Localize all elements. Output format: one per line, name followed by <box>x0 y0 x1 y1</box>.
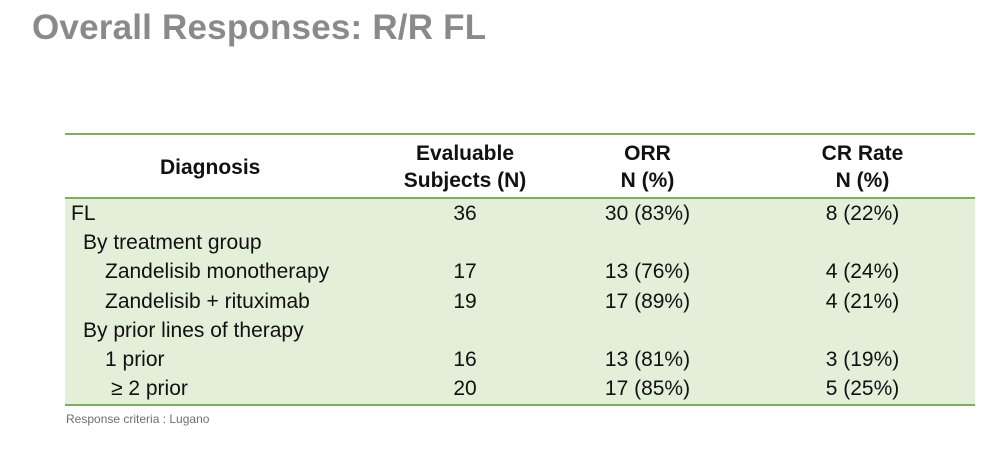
table-row: By prior lines of therapy <box>65 316 975 346</box>
table-header: Diagnosis Evaluable Subjects (N) ORR N (… <box>65 134 975 198</box>
row-orr: 13 (76%) <box>604 260 691 284</box>
row-orr: 13 (81%) <box>604 348 691 372</box>
row-subjects <box>385 316 545 345</box>
header-orr-line2: N (%) <box>620 169 675 192</box>
row-cr: 3 (19%) <box>825 348 900 372</box>
row-cr <box>750 228 975 257</box>
header-cr-line2: N (%) <box>835 169 890 192</box>
row-cr <box>750 316 975 345</box>
table-row: 1 prior 16 13 (81%) 3 (19%) <box>65 345 975 375</box>
row-cr: 4 (24%) <box>825 260 900 284</box>
table-row: FL 36 30 (83%) 8 (22%) <box>65 198 975 229</box>
row-cr: 5 (25%) <box>825 377 900 401</box>
row-subjects: 36 <box>453 201 477 225</box>
row-label: By treatment group <box>83 230 262 254</box>
header-evaluable-subjects: Evaluable Subjects (N) <box>385 134 545 198</box>
row-label: 1 prior <box>105 348 165 372</box>
row-subjects: 16 <box>453 348 477 372</box>
row-orr: 17 (85%) <box>604 377 691 401</box>
row-label: ≥ 2 prior <box>111 377 188 401</box>
response-table: Diagnosis Evaluable Subjects (N) ORR N (… <box>65 133 975 406</box>
row-subjects: 17 <box>453 260 477 284</box>
row-orr: 17 (89%) <box>604 289 691 313</box>
table-row: By treatment group <box>65 228 975 258</box>
row-orr <box>545 228 750 257</box>
row-label: FL <box>71 201 96 225</box>
table-row: Zandelisib + rituximab 19 17 (89%) 4 (21… <box>65 286 975 317</box>
header-diagnosis: Diagnosis <box>160 155 261 179</box>
row-label: Zandelisib + rituximab <box>105 289 310 313</box>
response-table-container: Diagnosis Evaluable Subjects (N) ORR N (… <box>65 133 975 406</box>
header-orr-line1: ORR <box>624 142 671 165</box>
row-subjects: 19 <box>453 289 477 313</box>
row-orr: 30 (83%) <box>604 201 691 225</box>
row-subjects <box>385 228 545 257</box>
header-row: Diagnosis Evaluable Subjects (N) ORR N (… <box>65 134 975 198</box>
table-row: Zandelisib monotherapy 17 13 (76%) 4 (24… <box>65 257 975 287</box>
header-cr-rate: CR Rate N (%) <box>750 134 975 198</box>
footnote-response-criteria: Response criteria : Lugano <box>66 412 210 426</box>
row-cr: 8 (22%) <box>825 201 900 225</box>
header-subjects-line1: Evaluable <box>415 142 515 165</box>
slide-title: Overall Responses: R/R FL <box>32 8 487 47</box>
header-orr: ORR N (%) <box>545 134 750 198</box>
row-orr <box>545 316 750 345</box>
header-cr-line1: CR Rate <box>821 142 904 165</box>
table-row: ≥ 2 prior 20 17 (85%) 5 (25%) <box>65 374 975 406</box>
row-label: Zandelisib monotherapy <box>105 260 330 284</box>
header-subjects-line2: Subjects (N) <box>403 169 527 192</box>
row-label: By prior lines of therapy <box>83 318 304 342</box>
row-cr: 4 (21%) <box>825 289 900 313</box>
table-body: FL 36 30 (83%) 8 (22%) By treatment grou… <box>65 198 975 406</box>
row-subjects: 20 <box>453 377 477 401</box>
